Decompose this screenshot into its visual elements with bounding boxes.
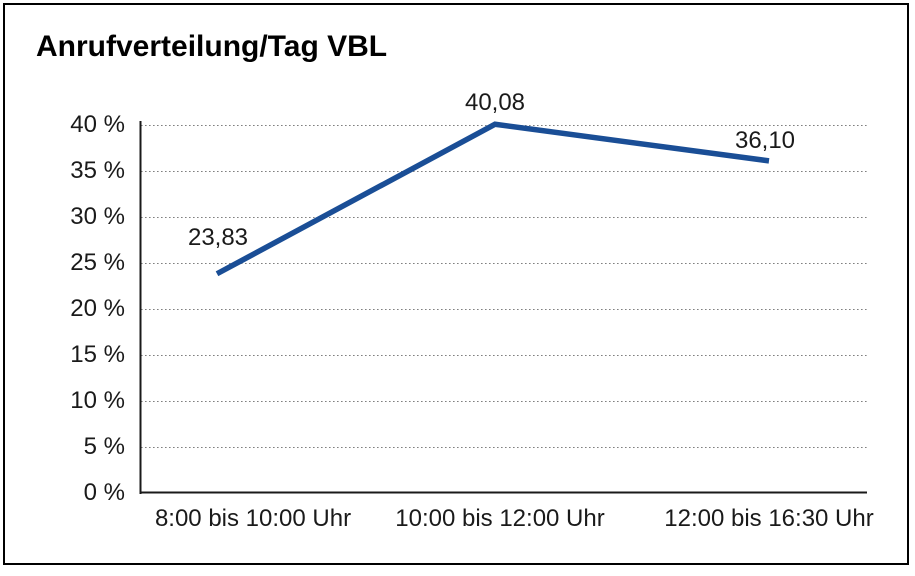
y-tick-label: 25 % xyxy=(70,249,125,276)
data-point-label: 36,10 xyxy=(734,127,796,154)
chart-outer-border xyxy=(3,3,909,565)
x-category-label: 12:00 bis 16:30 Uhr xyxy=(664,505,874,532)
data-point-label: 40,08 xyxy=(464,89,526,116)
data-point-label: 23,83 xyxy=(187,224,249,251)
y-tick-label: 40 % xyxy=(70,111,125,138)
y-tick-label: 35 % xyxy=(70,157,125,184)
y-tick-label: 30 % xyxy=(70,203,125,230)
x-category-label: 10:00 bis 12:00 Uhr xyxy=(395,505,605,532)
chart-title: Anrufverteilung/Tag VBL xyxy=(36,30,388,63)
y-tick-label: 20 % xyxy=(70,295,125,322)
y-tick-label: 5 % xyxy=(83,433,125,460)
data-line xyxy=(215,121,770,277)
y-tick-label: 0 % xyxy=(83,479,125,506)
y-tick-label: 15 % xyxy=(70,341,125,368)
y-tick-label: 10 % xyxy=(70,387,125,414)
x-category-label: 8:00 bis 10:00 Uhr xyxy=(154,505,352,532)
